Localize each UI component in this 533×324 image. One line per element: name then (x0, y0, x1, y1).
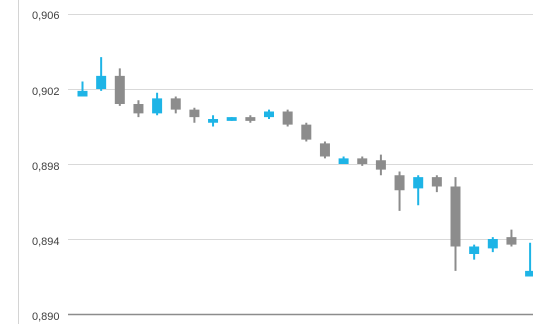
candle-body (357, 158, 368, 164)
candle (469, 244, 480, 260)
candle-body (96, 75, 107, 89)
candle (506, 229, 517, 247)
candle (77, 81, 88, 97)
candle (133, 100, 144, 118)
candle (301, 122, 312, 142)
candle-body (394, 175, 405, 191)
candle (114, 68, 125, 106)
candle (208, 115, 219, 127)
candle-body (506, 237, 517, 245)
y-tick-label: 0,890 (32, 311, 60, 323)
candle-body (301, 124, 312, 140)
y-tick-label: 0,906 (32, 10, 60, 22)
candle-body (319, 143, 330, 157)
gridlines (68, 14, 533, 240)
candle-body (152, 98, 163, 114)
candle-body (338, 158, 349, 164)
candle-body (525, 270, 533, 277)
candle (357, 156, 368, 166)
candle-body (189, 109, 200, 118)
candle (450, 177, 461, 271)
candle (170, 96, 181, 114)
candle-body (226, 117, 237, 121)
candles (77, 57, 533, 277)
y-axis-tick-labels: 0,906 0,902 0,898 0,894 0,890 (32, 10, 60, 323)
candle (189, 107, 200, 123)
candle (375, 154, 386, 176)
candle (431, 175, 442, 193)
candle-body (375, 160, 386, 170)
candle (413, 175, 424, 206)
candle-body (450, 186, 461, 247)
candle (245, 115, 256, 123)
candle-body (264, 111, 274, 118)
candle (264, 109, 274, 119)
candle-body (133, 104, 144, 114)
candle-body (114, 75, 125, 104)
candle-body (487, 239, 498, 249)
candle-body (413, 177, 424, 189)
candle (152, 92, 163, 116)
candle-body (170, 98, 181, 110)
candle (96, 57, 107, 91)
y-tick-label: 0,898 (32, 161, 60, 173)
candle-body (431, 177, 442, 187)
candle (226, 117, 237, 121)
candle-body (77, 90, 88, 97)
candle-body (469, 246, 480, 254)
y-tick-label: 0,894 (32, 236, 60, 248)
candle-body (282, 111, 293, 125)
y-tick-label: 0,902 (32, 86, 60, 98)
candle (338, 156, 349, 164)
candle (319, 141, 330, 159)
candle (282, 109, 293, 127)
candle-body (245, 117, 256, 121)
candle (487, 237, 498, 253)
candle (394, 171, 405, 211)
candle (525, 242, 533, 277)
candle-body (208, 119, 219, 123)
